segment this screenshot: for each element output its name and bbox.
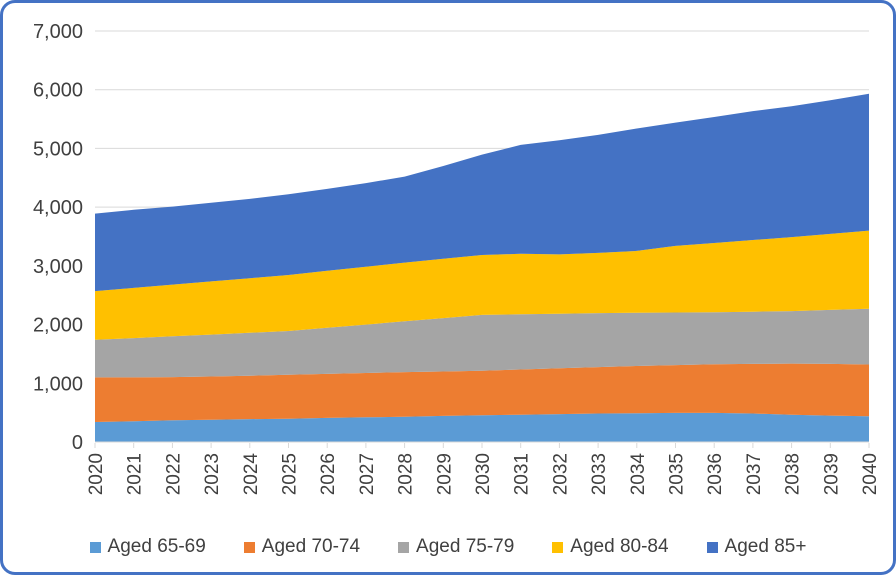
x-tick-label: 2023 bbox=[202, 453, 223, 495]
legend-item-aged-75-79: Aged 75-79 bbox=[398, 536, 514, 558]
legend-swatch-icon bbox=[398, 541, 410, 553]
x-tick-label: 2038 bbox=[783, 453, 804, 495]
legend-label: Aged 85+ bbox=[724, 536, 807, 557]
legend-label: Aged 80-84 bbox=[570, 536, 669, 557]
x-tick-label: 2037 bbox=[744, 453, 765, 495]
x-tick-label: 2020 bbox=[86, 453, 107, 495]
area-aged-85+ bbox=[95, 93, 869, 292]
y-tick-label: 7,000 bbox=[33, 21, 83, 43]
legend-item-aged-70-74: Aged 70-74 bbox=[243, 536, 361, 558]
legend-item-aged-85+: Aged 85+ bbox=[706, 536, 807, 558]
area-aged-65-69 bbox=[95, 412, 869, 442]
legend-label: Aged 65-69 bbox=[107, 536, 206, 557]
x-tick-label: 2031 bbox=[512, 453, 533, 495]
x-tick-label: 2024 bbox=[241, 453, 262, 496]
x-tick-label: 2028 bbox=[396, 453, 417, 495]
legend-swatch-icon bbox=[89, 541, 101, 553]
y-tick-label: 1,000 bbox=[33, 373, 83, 395]
x-tick-label: 2029 bbox=[434, 453, 455, 495]
x-tick-label: 2036 bbox=[705, 453, 726, 495]
y-tick-label: 5,000 bbox=[33, 138, 83, 160]
x-tick-label: 2033 bbox=[589, 453, 610, 495]
x-tick-label: 2030 bbox=[473, 453, 494, 495]
y-tick-label: 6,000 bbox=[33, 80, 83, 102]
legend-swatch-icon bbox=[706, 541, 718, 553]
y-tick-label: 0 bbox=[72, 432, 83, 454]
legend-item-aged-80-84: Aged 80-84 bbox=[552, 536, 669, 558]
area-aged-80-84 bbox=[95, 230, 869, 340]
x-tick-label: 2026 bbox=[318, 453, 339, 495]
y-tick-label: 4,000 bbox=[33, 197, 83, 219]
x-tick-label: 2040 bbox=[860, 453, 881, 495]
x-tick-label: 2039 bbox=[821, 453, 842, 495]
legend-item-aged-65-69: Aged 65-69 bbox=[89, 536, 206, 558]
y-tick-label: 2,000 bbox=[33, 315, 83, 337]
stacked-area-chart: 0 1,000 2,000 3,000 4,000 5,000 6,000 7,000 2020… bbox=[33, 21, 881, 496]
x-tick-label: 2025 bbox=[280, 453, 301, 495]
area-aged-70-74 bbox=[95, 363, 869, 422]
y-tick-label: 3,000 bbox=[33, 256, 83, 278]
x-tick-label: 2035 bbox=[667, 453, 688, 495]
x-tick-label: 2027 bbox=[357, 453, 378, 495]
x-tick-label: 2034 bbox=[628, 453, 649, 496]
legend: Aged 65-69 Aged 70-74 Aged 75-79 Aged 80-84… bbox=[3, 536, 893, 558]
x-tick-label: 2022 bbox=[163, 453, 184, 495]
legend-swatch-icon bbox=[243, 541, 255, 553]
x-tick-label: 2021 bbox=[125, 453, 146, 495]
legend-swatch-icon bbox=[552, 541, 564, 553]
area-aged-75-79 bbox=[95, 308, 869, 378]
legend-label: Aged 70-74 bbox=[261, 536, 361, 557]
legend-label: Aged 75-79 bbox=[416, 536, 515, 557]
x-tick-label: 2032 bbox=[550, 453, 571, 495]
